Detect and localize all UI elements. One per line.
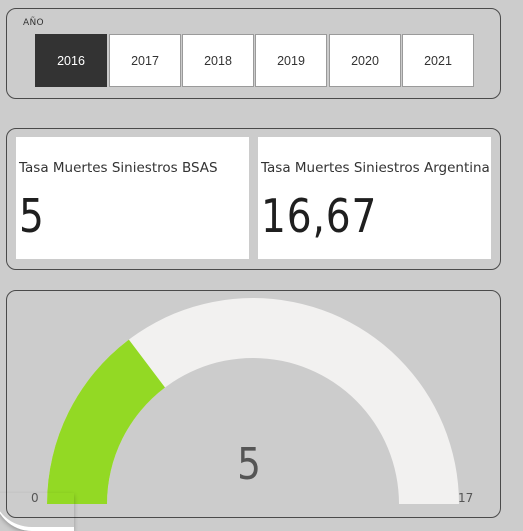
gauge-value-label: 5 — [237, 439, 261, 490]
gauge-track — [47, 298, 459, 504]
year-button-2020[interactable]: 2020 — [329, 34, 401, 87]
year-button-2017[interactable]: 2017 — [109, 34, 181, 87]
kpi-cards-panel: Tasa Muertes Siniestros BSAS 5 Tasa Muer… — [6, 128, 501, 270]
card-bsas[interactable]: Tasa Muertes Siniestros BSAS 5 — [16, 137, 249, 259]
gauge-max-label: 17 — [458, 491, 474, 505]
card-argentina[interactable]: Tasa Muertes Siniestros Argentina 16,67 — [258, 137, 491, 259]
page-curl-decoration — [0, 493, 74, 531]
card-bsas-value: 5 — [19, 189, 45, 243]
gauge-chart[interactable] — [7, 291, 500, 517]
card-bsas-label: Tasa Muertes Siniestros BSAS — [19, 160, 218, 176]
year-button-2016[interactable]: 2016 — [35, 34, 107, 87]
slicer-title: AÑO — [23, 18, 44, 28]
year-button-2019[interactable]: 2019 — [255, 34, 327, 87]
card-argentina-label: Tasa Muertes Siniestros Argentina — [261, 160, 490, 176]
gauge-panel: 0 17 5 — [6, 290, 501, 518]
year-button-2021[interactable]: 2021 — [402, 34, 474, 87]
year-slicer: AÑO 2016 2017 2018 2019 2020 2021 — [6, 8, 501, 99]
year-button-2018[interactable]: 2018 — [182, 34, 254, 87]
gauge-fill — [47, 339, 166, 504]
card-argentina-value: 16,67 — [261, 189, 378, 243]
